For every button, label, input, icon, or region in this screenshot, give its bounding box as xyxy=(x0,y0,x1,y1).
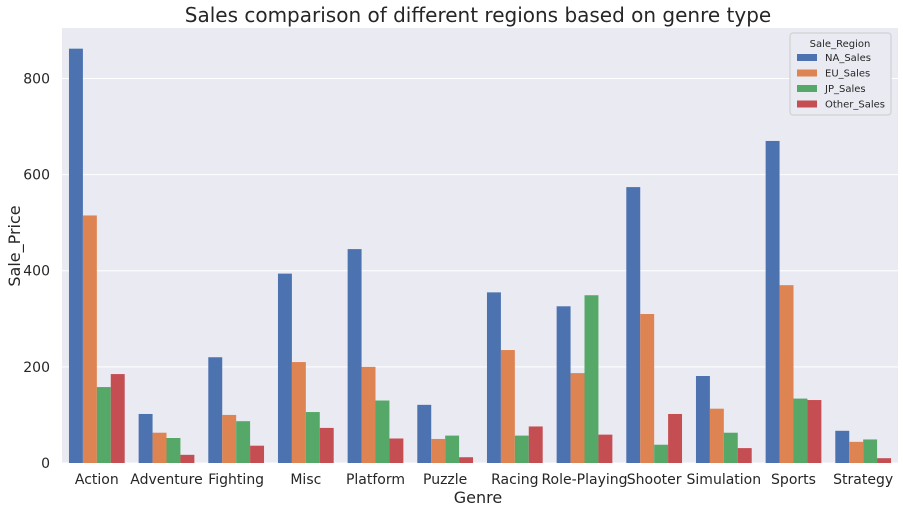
legend-swatch xyxy=(797,54,817,61)
bar xyxy=(654,444,669,463)
x-tick-labels: Action Adventure Fighting Misc Platform Puzzl… xyxy=(75,472,893,488)
x-tick-label: Racing xyxy=(491,472,538,488)
bar xyxy=(807,400,822,463)
legend-label: Other_Sales xyxy=(825,100,885,111)
bar xyxy=(514,435,529,463)
x-tick-label: Sports xyxy=(771,472,816,488)
legend-label: EU_Sales xyxy=(825,69,870,80)
y-tick-label: 400 xyxy=(23,264,50,280)
bar xyxy=(417,404,432,463)
bar xyxy=(849,441,864,463)
legend-title: Sale_Region xyxy=(810,39,871,50)
bar xyxy=(375,400,390,463)
bar xyxy=(877,458,892,463)
bar xyxy=(793,398,808,463)
bar xyxy=(695,376,710,463)
bar xyxy=(222,414,237,463)
x-tick-label: Action xyxy=(75,472,119,488)
y-tick-labels: 0 200 400 600 800 xyxy=(23,71,50,472)
bar xyxy=(347,249,362,463)
y-tick-label: 0 xyxy=(41,456,50,472)
bar xyxy=(584,295,599,463)
x-tick-label: Puzzle xyxy=(423,472,467,488)
legend-label: NA_Sales xyxy=(825,53,871,64)
bar xyxy=(152,432,167,463)
bar xyxy=(208,357,223,463)
bar xyxy=(361,366,376,463)
bar xyxy=(863,439,878,463)
y-tick-label: 200 xyxy=(23,360,50,376)
bar xyxy=(570,373,585,463)
x-tick-label: Role-Playing xyxy=(541,472,627,488)
grid xyxy=(62,77,898,464)
bar xyxy=(110,374,125,463)
bars xyxy=(68,48,892,464)
legend-swatch xyxy=(797,100,817,108)
bar xyxy=(709,408,724,463)
bar xyxy=(445,435,460,463)
bar xyxy=(138,413,153,463)
bar xyxy=(96,387,111,463)
legend-swatch xyxy=(797,69,817,77)
x-tick-label: Fighting xyxy=(208,472,264,488)
bar xyxy=(180,454,195,463)
bar xyxy=(389,438,404,463)
bar xyxy=(835,430,850,463)
bar xyxy=(723,432,738,463)
bar xyxy=(459,457,474,463)
y-tick-label: 800 xyxy=(23,71,50,87)
bar xyxy=(556,306,571,463)
x-tick-label: Platform xyxy=(346,472,405,488)
x-tick-label: Misc xyxy=(290,472,321,488)
bar xyxy=(668,413,683,463)
bar xyxy=(305,412,320,463)
bar xyxy=(598,434,613,463)
bar xyxy=(765,140,780,463)
x-tick-label: Adventure xyxy=(130,472,202,488)
bar xyxy=(250,445,265,463)
plot-background xyxy=(62,28,898,463)
bar xyxy=(82,215,97,463)
bar xyxy=(626,187,641,464)
bar xyxy=(291,362,306,463)
x-tick-label: Strategy xyxy=(833,472,893,488)
x-tick-label: Shooter xyxy=(627,472,682,488)
bar xyxy=(486,292,501,463)
legend-box xyxy=(789,32,892,116)
bar xyxy=(319,427,334,463)
legend-swatch xyxy=(797,85,817,92)
bar xyxy=(431,438,446,463)
bar xyxy=(640,313,655,463)
legend-label: JP_Sales xyxy=(824,84,866,95)
chart-title: Sales comparison of different regions ba… xyxy=(185,3,771,27)
x-axis-label: Genre xyxy=(454,488,502,507)
bar xyxy=(779,285,794,463)
y-axis-label: Sale_Price xyxy=(5,205,25,286)
bar xyxy=(737,448,752,463)
bar xyxy=(277,273,292,463)
y-tick-label: 600 xyxy=(23,168,50,184)
bar xyxy=(500,350,515,463)
legend: Sale_Region NA_Sales EU_Sales JP_Sales Othe… xyxy=(789,32,892,116)
bar xyxy=(68,48,83,463)
bar xyxy=(166,438,181,463)
bar xyxy=(528,426,543,463)
bar xyxy=(236,421,251,463)
x-tick-label: Simulation xyxy=(687,472,762,488)
